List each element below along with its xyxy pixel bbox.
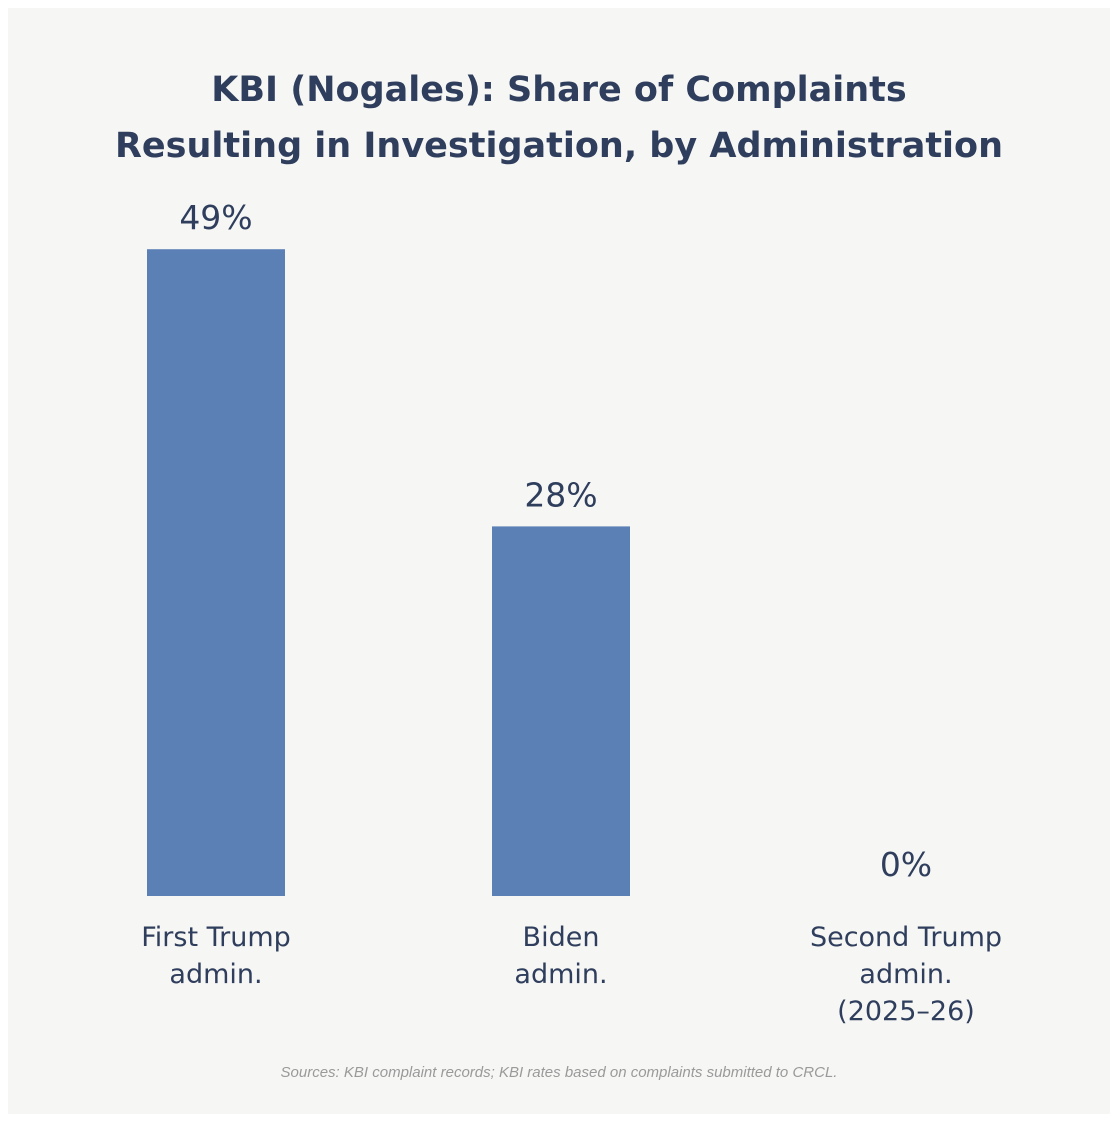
value-label-2: 28%: [524, 475, 597, 514]
category-label-line: admin.: [514, 959, 607, 990]
category-label-line: Biden: [523, 922, 600, 953]
chart-title-line-2: Resulting in Investigation, by Administr…: [114, 126, 1004, 166]
chart-title: KBI (Nogales): Share of Complaints Resul…: [0, 62, 1118, 174]
category-label-line: Second Trump: [810, 922, 1002, 953]
source-note: Sources: KBI complaint records; KBI rate…: [280, 1064, 838, 1081]
category-label-line: admin.: [859, 959, 952, 990]
category-label-3: Second Trump admin. (2025–26): [810, 922, 1002, 1027]
category-label-1: First Trump admin.: [141, 922, 291, 990]
chart-title-line-1: KBI (Nogales): Share of Complaints: [211, 70, 907, 110]
category-label-2: Biden admin.: [514, 922, 607, 990]
category-label-line: First Trump: [141, 922, 291, 953]
value-label-1: 49%: [179, 198, 252, 237]
value-label-3: 0%: [880, 845, 932, 884]
category-label-line: admin.: [169, 959, 262, 990]
category-label-line: (2025–26): [837, 996, 975, 1027]
bar-2: [492, 526, 630, 896]
bar-1: [147, 249, 285, 896]
